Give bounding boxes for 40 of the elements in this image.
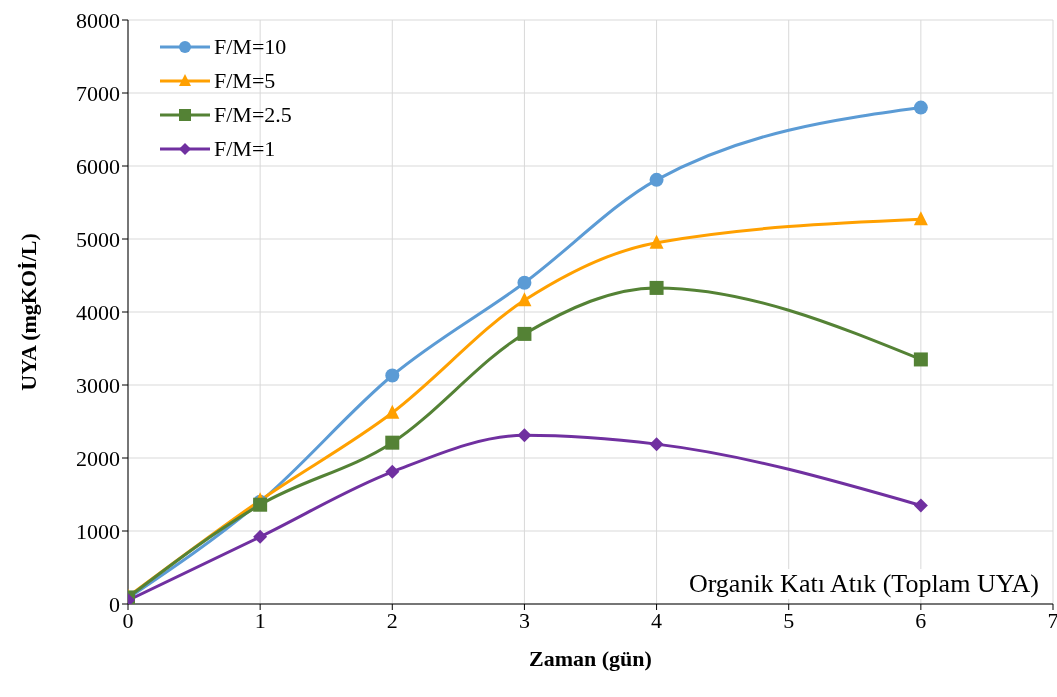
legend-label: F/M=1 — [214, 136, 276, 162]
x-tick-label: 1 — [254, 607, 266, 633]
x-tick-label: 4 — [651, 607, 663, 633]
y-tick-label: 3000 — [76, 372, 120, 398]
point — [913, 211, 928, 226]
y-tick-label: 1000 — [76, 518, 120, 544]
y-tick-label: 4000 — [76, 299, 120, 325]
x-tick-label: 3 — [518, 607, 530, 633]
point — [385, 368, 400, 383]
y-tick-label: 0 — [109, 591, 120, 617]
point — [649, 234, 664, 249]
x-axis-title: Zaman (gün) — [529, 646, 652, 671]
x-tick-label: 5 — [783, 607, 795, 633]
x-tick-label: 6 — [915, 607, 927, 633]
legend-label: F/M=5 — [214, 68, 276, 94]
point — [517, 275, 532, 290]
point — [649, 172, 664, 187]
y-tick-label: 8000 — [76, 7, 120, 33]
point — [385, 404, 400, 419]
point — [385, 464, 400, 479]
legend-label: F/M=2.5 — [214, 102, 292, 128]
y-tick-label: 7000 — [76, 80, 120, 106]
x-tick-label: 2 — [386, 607, 398, 633]
y-axis-title: UYA (mgKOİ/L) — [15, 233, 41, 391]
y-tick-label: 6000 — [76, 153, 120, 179]
legend-label: F/M=10 — [214, 34, 287, 60]
point — [649, 280, 664, 295]
point — [913, 100, 928, 115]
point — [913, 352, 928, 367]
y-tick-label: 2000 — [76, 445, 120, 471]
point — [517, 326, 532, 341]
x-tick-label: 7 — [1047, 607, 1057, 633]
point — [649, 437, 664, 452]
point — [517, 292, 532, 307]
point — [385, 435, 400, 450]
annotation: Organik Katı Atık (Toplam UYA) — [684, 569, 1043, 599]
point — [913, 498, 928, 513]
y-tick-label: 5000 — [76, 226, 120, 252]
point — [253, 529, 268, 544]
point — [517, 428, 532, 443]
